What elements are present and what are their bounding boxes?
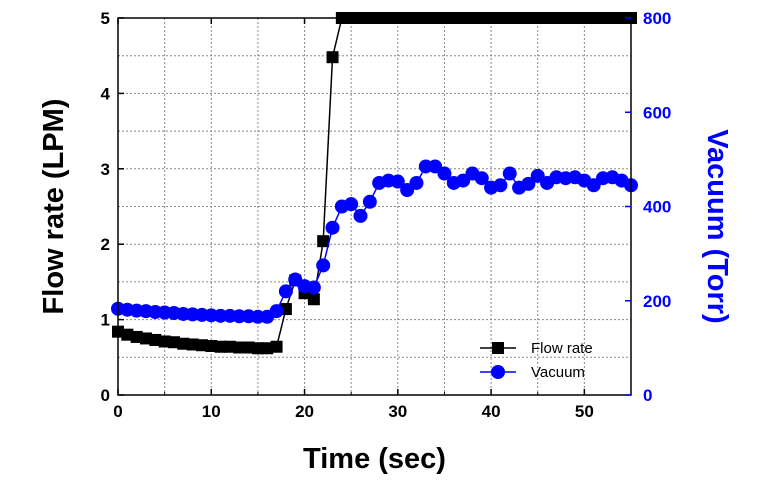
x-tick-label: 50 — [575, 402, 594, 421]
flow-rate-point — [223, 340, 236, 353]
flow-rate-point — [149, 333, 162, 346]
x-tick-label: 20 — [295, 402, 314, 421]
vacuum-point — [390, 174, 405, 189]
x-axis-title: Time (sec) — [303, 443, 446, 475]
vacuum-point — [269, 304, 284, 319]
x-tick-label: 0 — [113, 402, 122, 421]
left-y-tick-label: 2 — [101, 235, 110, 254]
right-y-tick-label: 200 — [643, 292, 671, 311]
left-y-tick-label: 0 — [101, 386, 110, 405]
vacuum-point — [306, 280, 321, 295]
flow-rate-point — [251, 342, 264, 355]
right-y-tick-label: 800 — [643, 9, 671, 28]
flow-rate-point — [121, 328, 134, 341]
right-y-tick-label: 600 — [643, 103, 671, 122]
flow-rate-point — [242, 341, 255, 354]
flow-rate-point — [139, 332, 152, 345]
vacuum-point — [521, 176, 536, 191]
x-tick-label: 40 — [482, 402, 501, 421]
vacuum-point — [409, 175, 424, 190]
flow-rate-point — [130, 330, 143, 343]
flow-rate-point — [214, 340, 227, 353]
vacuum-point — [502, 166, 517, 181]
series-line-vacuum — [117, 165, 632, 318]
vacuum-point — [493, 178, 508, 193]
x-tick-label: 10 — [202, 402, 221, 421]
left-y-tick-label: 4 — [101, 84, 111, 103]
right-y-tick-label: 400 — [643, 198, 671, 217]
flow-rate-point — [270, 340, 283, 353]
flow-rate-point — [205, 339, 218, 352]
flow-rate-point — [233, 341, 246, 354]
flow-rate-point — [167, 336, 180, 349]
legend: Flow rate Vacuum — [480, 340, 593, 381]
vacuum-point — [474, 171, 489, 186]
right-y-axis-title: Vacuum (Torr) — [701, 129, 733, 323]
flow-rate-point — [261, 342, 274, 355]
vacuum-point — [278, 284, 293, 299]
left-y-tick-label: 3 — [101, 160, 110, 179]
left-y-axis-title: Flow rate (LPM) — [38, 99, 70, 315]
flow-rate-point — [177, 337, 190, 350]
flow-rate-point — [158, 335, 171, 348]
flow-rate-point — [326, 51, 339, 64]
vacuum-point — [362, 194, 377, 209]
legend-flow-label: Flow rate — [531, 340, 593, 357]
flow-rate-point — [307, 293, 320, 306]
vacuum-point — [316, 258, 331, 273]
vacuum-point — [325, 220, 340, 235]
flow-rate-point — [195, 339, 208, 352]
flow-rate-point — [317, 235, 330, 248]
legend-vacuum-marker — [491, 365, 505, 379]
flow-rate-point — [186, 338, 199, 351]
grid-lines — [118, 18, 631, 395]
legend-vacuum-label: Vacuum — [531, 364, 585, 381]
x-tick-label: 30 — [388, 402, 407, 421]
legend-flow-marker — [492, 342, 504, 354]
vacuum-point — [353, 208, 368, 223]
vacuum-point — [437, 166, 452, 181]
series-layer — [111, 12, 638, 355]
vacuum-point — [344, 197, 359, 212]
left-y-tick-label: 5 — [101, 9, 110, 28]
left-y-tick-label: 1 — [101, 311, 110, 330]
right-y-tick-label: 0 — [643, 386, 652, 405]
